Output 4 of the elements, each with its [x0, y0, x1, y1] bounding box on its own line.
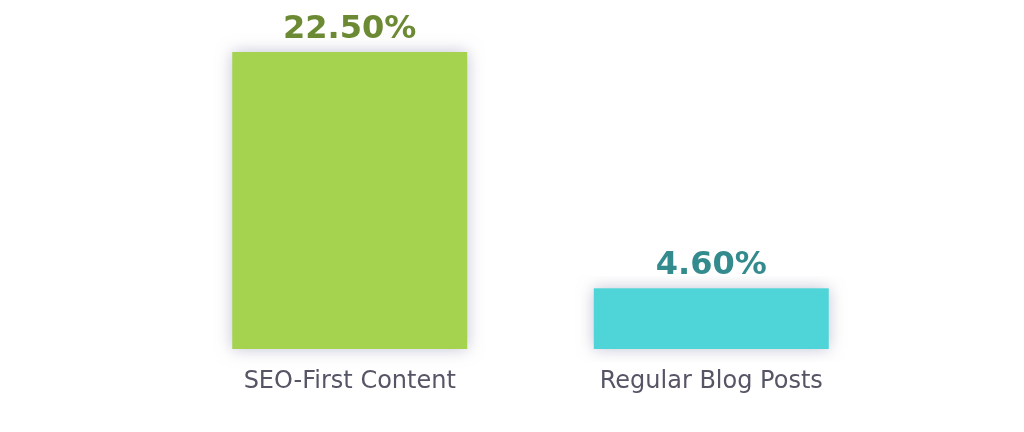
data-label: 4.60% — [655, 244, 767, 283]
data-label: 22.50% — [283, 8, 417, 46]
x-tick-label: Regular Blog Posts — [599, 366, 823, 394]
x-tick-label: SEO-First Content — [243, 366, 456, 394]
